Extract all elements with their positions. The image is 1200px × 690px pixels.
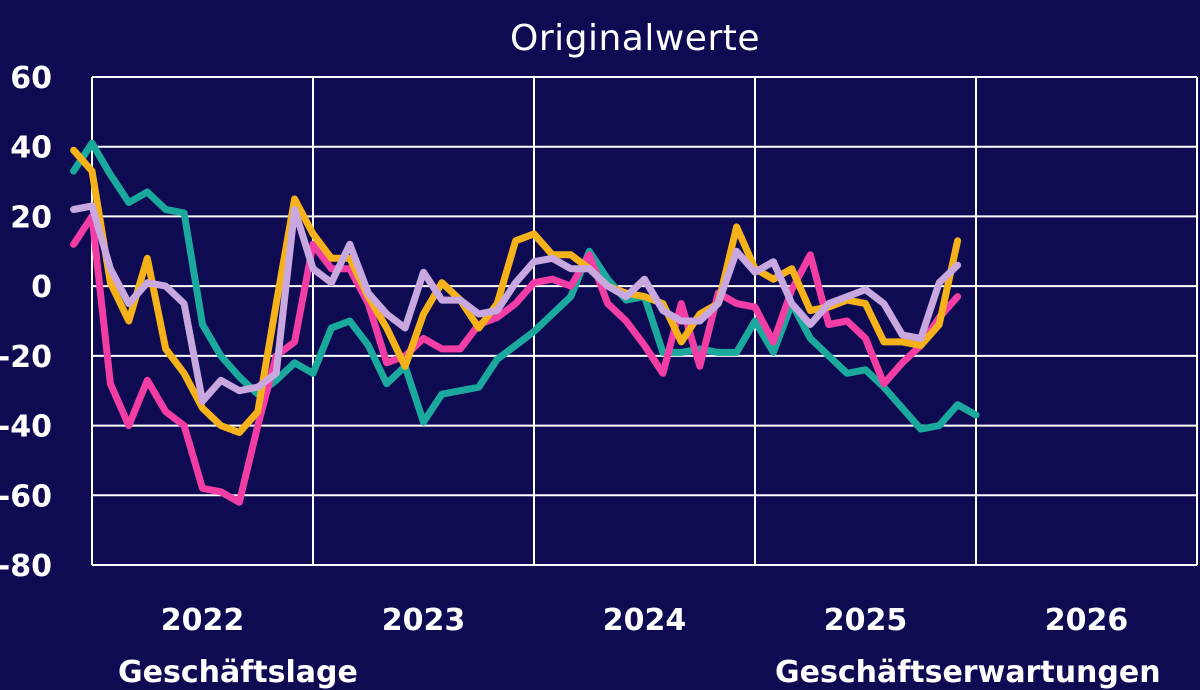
y-tick-label: 60 xyxy=(10,61,52,96)
chart-subtitle: Originalwerte xyxy=(509,18,761,59)
x-tick-label: 2025 xyxy=(824,603,908,638)
series-line-pink xyxy=(70,212,962,506)
x-axis-ticks: 2022 2023 2024 2025 2026 xyxy=(161,603,1129,638)
series-lines xyxy=(70,139,980,506)
y-tick-label: 20 xyxy=(10,200,52,235)
y-tick-label: -20 xyxy=(0,340,52,375)
grid-lines xyxy=(91,76,1198,566)
line-chart: 60 40 20 0 -20 -40 -60 -80 2022 2023 2024 2025 2026 xyxy=(0,61,1198,638)
x-tick-label: 2024 xyxy=(603,603,687,638)
y-axis-ticks: 60 40 20 0 -20 -40 -60 -80 xyxy=(0,61,52,584)
x-tick-label: 2026 xyxy=(1045,603,1129,638)
y-tick-label: 40 xyxy=(10,131,52,166)
x-tick-label: 2023 xyxy=(382,603,466,638)
y-tick-label: 0 xyxy=(31,270,52,305)
series-line-orange xyxy=(70,146,962,436)
y-tick-label: -40 xyxy=(0,410,52,445)
legend-label-geschaeftserwartungen: Geschäftserwartungen xyxy=(775,655,1161,690)
series-line-teal xyxy=(70,139,980,433)
y-tick-label: -80 xyxy=(0,549,52,584)
series-line-lavender xyxy=(70,202,962,405)
legend-label-geschaeftslage: Geschäftslage xyxy=(118,655,358,690)
y-tick-label: -60 xyxy=(0,479,52,514)
x-tick-label: 2022 xyxy=(161,603,245,638)
